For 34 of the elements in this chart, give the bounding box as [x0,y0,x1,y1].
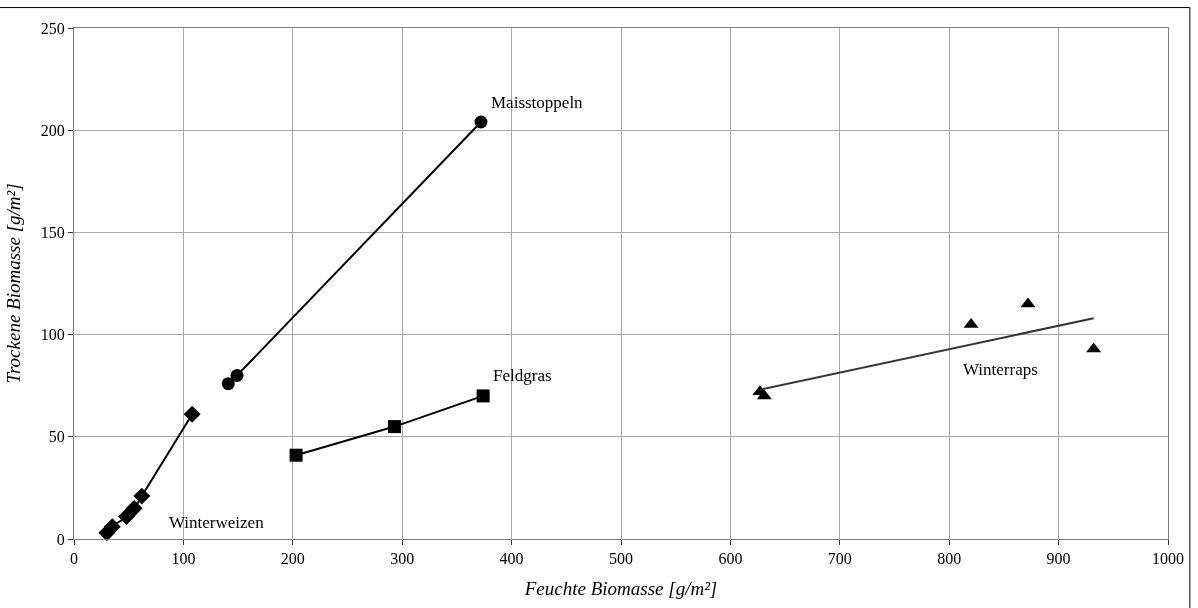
y-tick-label: 250 [40,19,65,37]
x-tick-label: 400 [499,550,524,568]
x-tick-label: 0 [70,550,78,568]
y-tick-label: 100 [40,326,65,344]
point [289,448,303,462]
series-label: Maisstoppeln [491,93,584,112]
x-tick-label: 1000 [1152,550,1184,568]
x-tick-label: 800 [937,550,962,568]
point [118,508,135,525]
x-tick-label: 300 [390,550,415,568]
y-tick-label: 200 [40,121,65,139]
x-tick-label: 100 [171,550,196,568]
point [230,368,244,382]
point [476,389,490,403]
series-label: Winterweizen [169,513,265,532]
point [125,499,143,517]
y-tick-label: 150 [40,224,65,241]
x-tick-label: 500 [609,550,633,568]
point [221,377,235,391]
x-tick-label: 200 [280,550,305,568]
point [474,115,488,129]
y-tick-label: 0 [56,530,65,548]
x-axis-title: Feuchte Biomasse [g/m²] [523,578,718,599]
point [388,420,402,434]
x-tick-label: 600 [718,550,743,568]
y-axis-title: Trockene Biomasse [g/m²] [2,183,24,384]
series-label: Winterraps [963,360,1038,379]
point [183,405,201,423]
point [103,518,121,536]
x-tick-label: 700 [827,550,852,568]
y-tick-label: 50 [48,428,65,446]
x-tick-label: 900 [1046,550,1071,568]
point [133,487,151,505]
series-label: Feldgras [493,366,552,385]
